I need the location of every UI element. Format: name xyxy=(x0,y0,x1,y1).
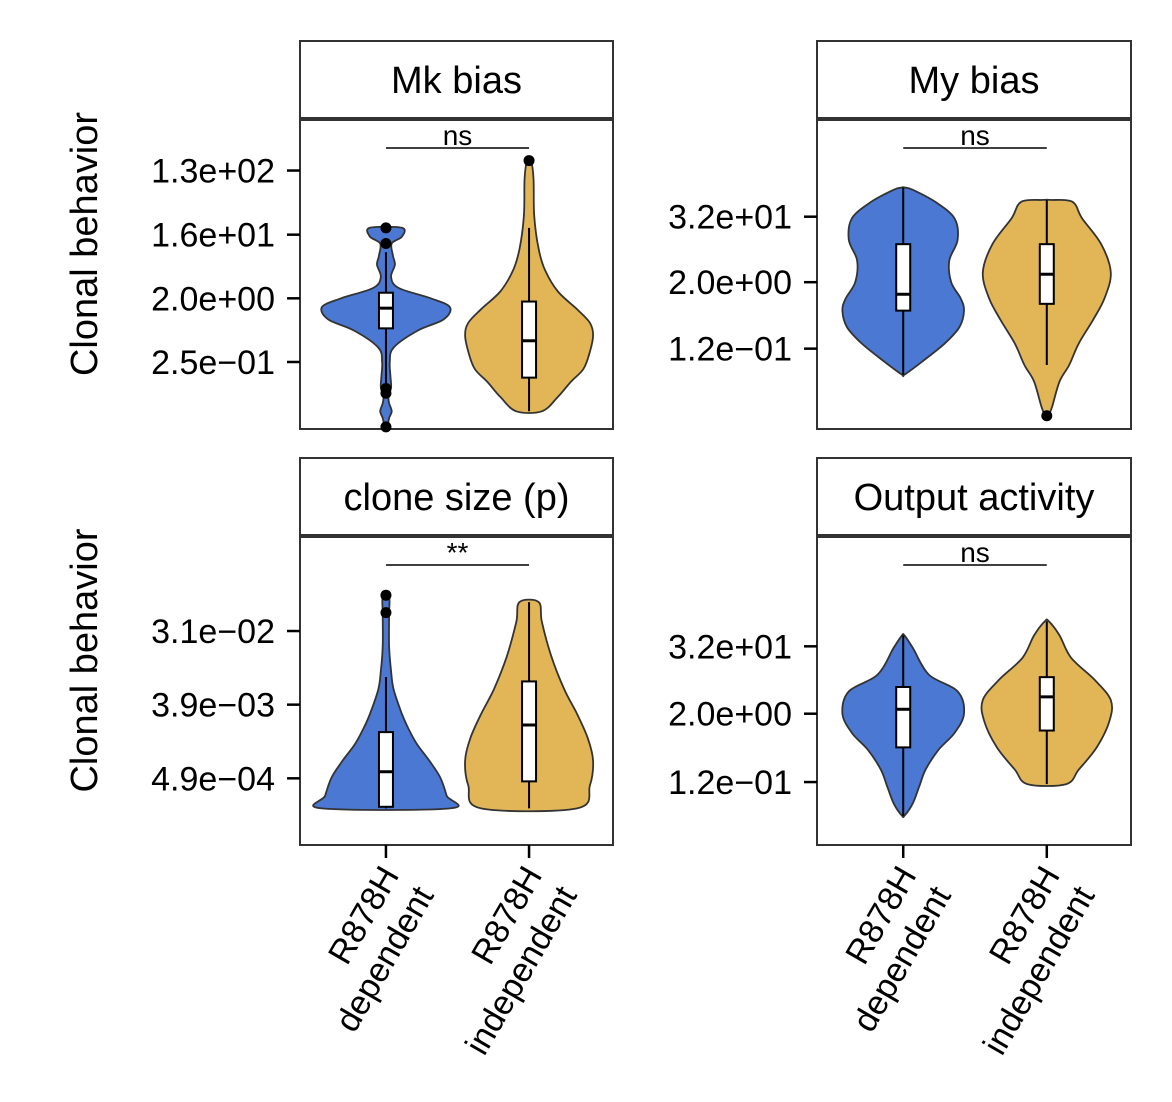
panel-3: Output activity ns 3.2e+01 2.0e+00 1.2e−01 R8… xyxy=(668,457,1132,1062)
box-0 xyxy=(895,686,912,749)
y-tick-label: 3.2e+01 xyxy=(668,628,792,666)
y-tick-label: 1.3e+02 xyxy=(151,153,275,191)
y-tick-label: 3.1e−02 xyxy=(151,613,275,651)
y-tick-label: 1.2e−01 xyxy=(668,764,792,802)
x-tick-label: R878Hindependent xyxy=(941,860,1102,1062)
y-tick-label: 1.2e−01 xyxy=(668,331,792,369)
outlier-point xyxy=(380,237,392,249)
y-tick-label: 2.0e+00 xyxy=(151,280,275,318)
significance-label: ns xyxy=(960,120,990,151)
outlier-point xyxy=(380,421,392,433)
panel-2: clone size (p) ** 3.1e−02 3.9e−03 4.9e−04 Clo… xyxy=(64,457,614,1062)
x-tick-label: R878Hindependent xyxy=(423,860,584,1062)
x-tick-label: R878Hdependent xyxy=(294,860,442,1039)
y-tick-label: 4.9e−04 xyxy=(151,760,275,798)
y-tick-label: 2.5e−01 xyxy=(151,344,275,382)
outlier-point xyxy=(380,607,392,619)
outlier-point xyxy=(523,155,535,167)
strip-box xyxy=(816,457,1132,537)
x-tick-label: R878Hdependent xyxy=(811,860,959,1039)
y-tick-label: 3.9e−03 xyxy=(151,687,275,725)
box-0 xyxy=(895,243,912,312)
outlier-point xyxy=(380,589,392,601)
chart-layer: Mk bias ns 1.3e+02 1.6e+01 2.0e+00 2.5e−01 Clo… xyxy=(64,40,1132,1062)
box-1 xyxy=(521,680,538,783)
panel-title: Mk bias xyxy=(391,60,522,102)
panel-1: My bias ns 3.2e+01 2.0e+00 1.2e−01 xyxy=(668,40,1132,430)
box-1 xyxy=(1038,676,1055,732)
panel-title: Output activity xyxy=(854,477,1095,519)
y-axis-title: Clonal behavior xyxy=(64,112,106,376)
strip-box xyxy=(299,40,614,120)
strip-box xyxy=(816,40,1132,120)
y-axis-title: Clonal behavior xyxy=(64,528,106,792)
y-tick-label: 3.2e+01 xyxy=(668,199,792,237)
significance-label: ns xyxy=(443,120,473,151)
panel-0: Mk bias ns 1.3e+02 1.6e+01 2.0e+00 2.5e−01 Clo… xyxy=(64,40,614,433)
box-0 xyxy=(377,731,394,808)
box-0 xyxy=(377,291,394,330)
outlier-point xyxy=(380,222,392,234)
y-tick-label: 2.0e+00 xyxy=(668,696,792,734)
outlier-point xyxy=(380,383,392,395)
panel-title: clone size (p) xyxy=(344,477,570,519)
outlier-point xyxy=(1041,410,1053,422)
y-tick-label: 1.6e+01 xyxy=(151,217,275,255)
panel-title: My bias xyxy=(909,60,1040,102)
y-tick-label: 2.0e+00 xyxy=(668,264,792,302)
significance-label: ** xyxy=(447,537,469,568)
significance-label: ns xyxy=(960,537,990,568)
